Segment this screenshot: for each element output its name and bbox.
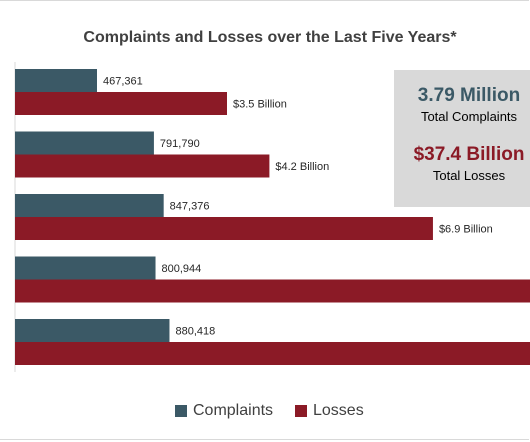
bar-losses-2 <box>15 154 270 178</box>
bar-complaints-1 <box>15 69 97 92</box>
legend-item-complaints: Complaints <box>175 402 273 420</box>
bar-complaints-2 <box>15 131 154 155</box>
data-label-complaints-5: 880,418 <box>175 326 215 338</box>
summary-box: 3.79 Million Total Complaints $37.4 Bill… <box>394 70 530 207</box>
data-label-complaints-4: 800,944 <box>162 263 202 275</box>
data-label-losses-3: $6.9 Billion <box>439 224 493 236</box>
legend-label-losses: Losses <box>313 402 364 419</box>
data-label-losses-1: $3.5 Billion <box>233 99 287 111</box>
data-label-complaints-1: 467,361 <box>103 76 143 88</box>
bar-losses-3 <box>15 217 433 240</box>
bar-losses-1 <box>15 92 227 115</box>
data-label-complaints-3: 847,376 <box>170 201 210 213</box>
legend-swatch-losses <box>295 405 307 417</box>
legend-label-complaints: Complaints <box>193 402 274 419</box>
total-complaints-value: 3.79 Million <box>417 85 521 106</box>
chart-legend: Complaints Losses <box>0 402 530 424</box>
bar-losses-4 <box>15 279 530 303</box>
bar-complaints-3 <box>15 194 164 217</box>
legend-item-losses: Losses <box>295 402 364 420</box>
total-complaints-label: Total Complaints <box>420 109 518 124</box>
bar-complaints-5 <box>15 319 170 342</box>
legend-swatch-complaints <box>175 405 187 417</box>
bar-losses-5 <box>15 342 530 365</box>
data-label-complaints-2: 791,790 <box>160 138 200 150</box>
bar-complaints-4 <box>15 256 156 280</box>
total-losses-label: Total Losses <box>432 168 506 183</box>
chart-title: Complaints and Losses over the Last Five… <box>83 29 457 46</box>
data-label-losses-2: $4.2 Billion <box>275 161 329 173</box>
total-losses-value: $37.4 Billion <box>413 144 525 165</box>
